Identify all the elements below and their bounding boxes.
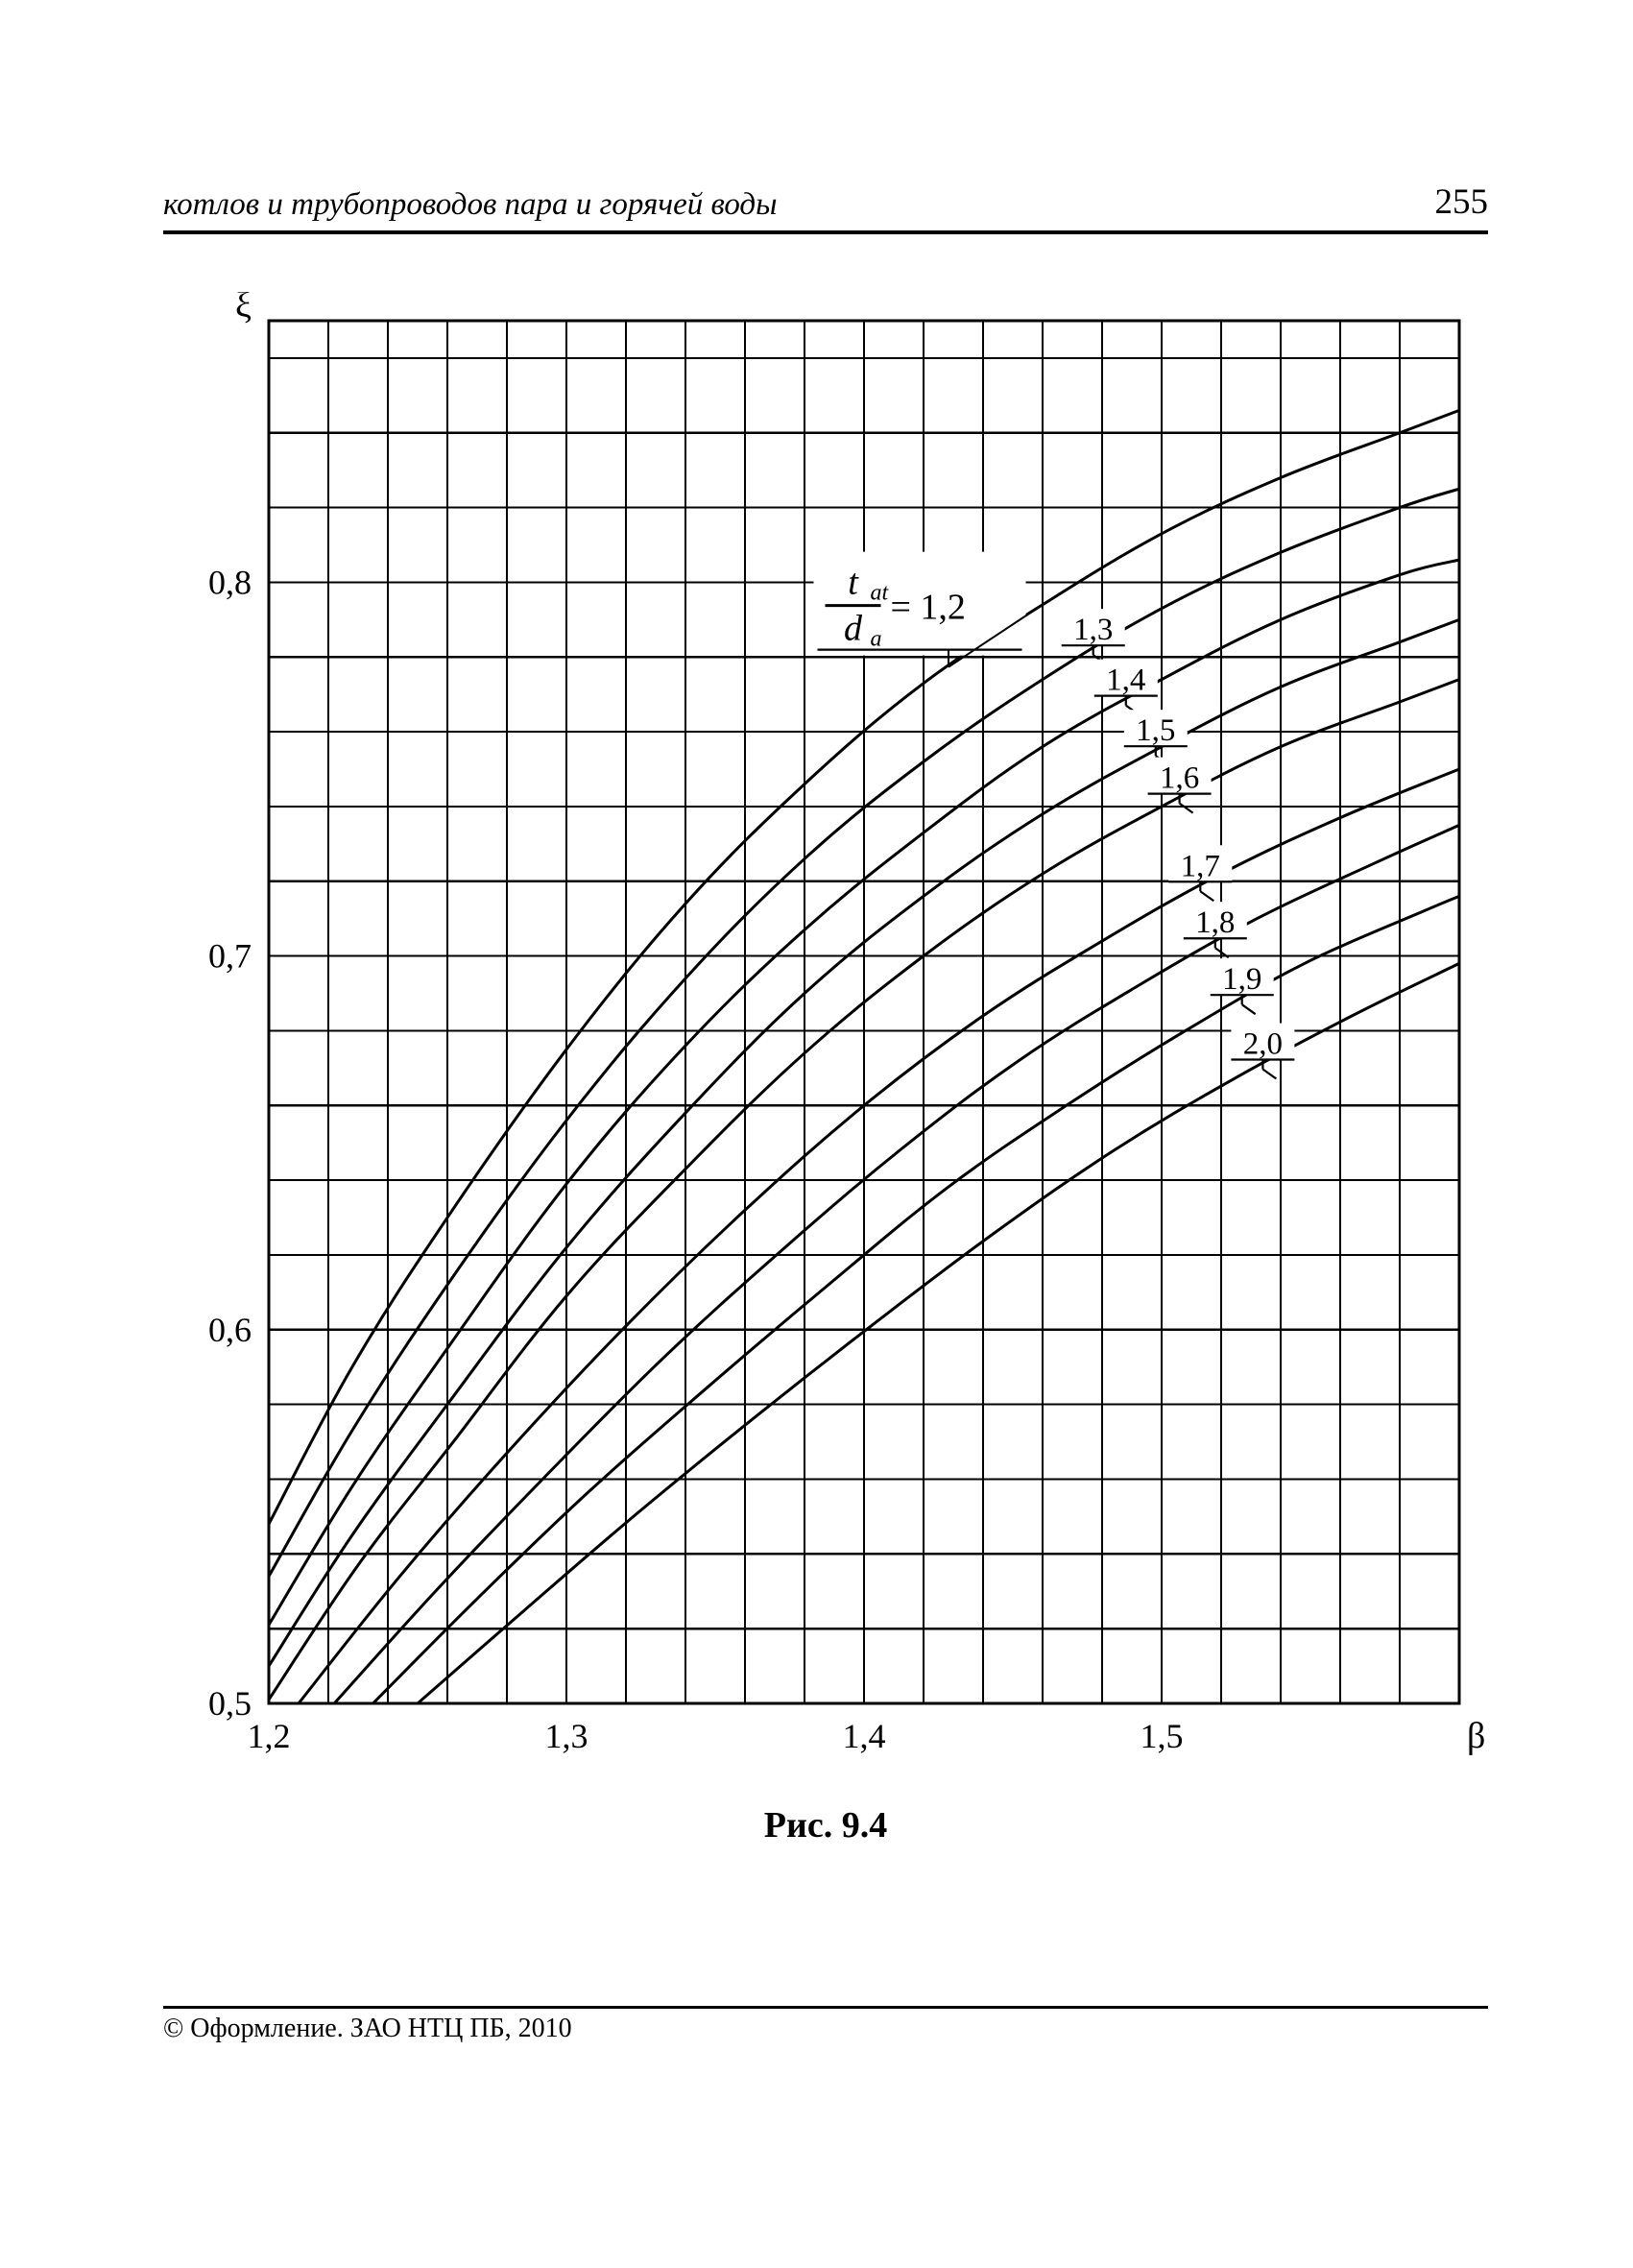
svg-text:1,2: 1,2 (248, 1717, 291, 1755)
footer-rule (163, 2006, 1488, 2009)
page-number: 255 (1435, 181, 1489, 223)
svg-text:1,8: 1,8 (1195, 905, 1235, 940)
svg-text:1,9: 1,9 (1222, 962, 1261, 997)
svg-text:t: t (848, 563, 859, 603)
svg-text:ξ: ξ (235, 292, 252, 326)
page: котлов и трубопроводов пара и горячей во… (163, 173, 1488, 1846)
svg-text:1,4: 1,4 (843, 1717, 886, 1755)
chart-svg: 1,3 1,4 1,5 1,6 1,7 1,8 1,9 2,0 tatda = 1,2 0,5 0,… (154, 292, 1498, 1790)
running-header: котлов и трубопроводов пара и горячей во… (163, 173, 1488, 234)
svg-text:1,5: 1,5 (1141, 1717, 1184, 1755)
svg-text:1,4: 1,4 (1106, 664, 1145, 698)
svg-text:2,0: 2,0 (1243, 1027, 1283, 1062)
svg-text:at: at (871, 581, 890, 606)
svg-text:1,6: 1,6 (1160, 761, 1199, 796)
svg-text:β: β (1467, 1716, 1485, 1756)
svg-text:1,5: 1,5 (1136, 713, 1175, 748)
chart: 1,3 1,4 1,5 1,6 1,7 1,8 1,9 2,0 tatda = 1,2 0,5 0,… (154, 292, 1498, 1846)
svg-text:d: d (844, 609, 863, 649)
header-title: котлов и трубопроводов пара и горячей во… (163, 187, 777, 223)
svg-text:a: a (871, 627, 882, 652)
svg-text:1,3: 1,3 (545, 1717, 588, 1755)
svg-text:= 1,2: = 1,2 (891, 588, 966, 628)
svg-text:0,6: 0,6 (208, 1311, 252, 1349)
svg-text:1,3: 1,3 (1073, 613, 1113, 647)
svg-text:0,7: 0,7 (208, 937, 252, 976)
figure-caption: Рис. 9.4 (154, 1804, 1498, 1846)
svg-text:0,8: 0,8 (208, 563, 252, 601)
svg-text:1,7: 1,7 (1181, 849, 1220, 883)
svg-text:0,5: 0,5 (208, 1684, 252, 1723)
footer-copyright: © Оформление. ЗАО НТЦ ПБ, 2010 (163, 2014, 572, 2044)
